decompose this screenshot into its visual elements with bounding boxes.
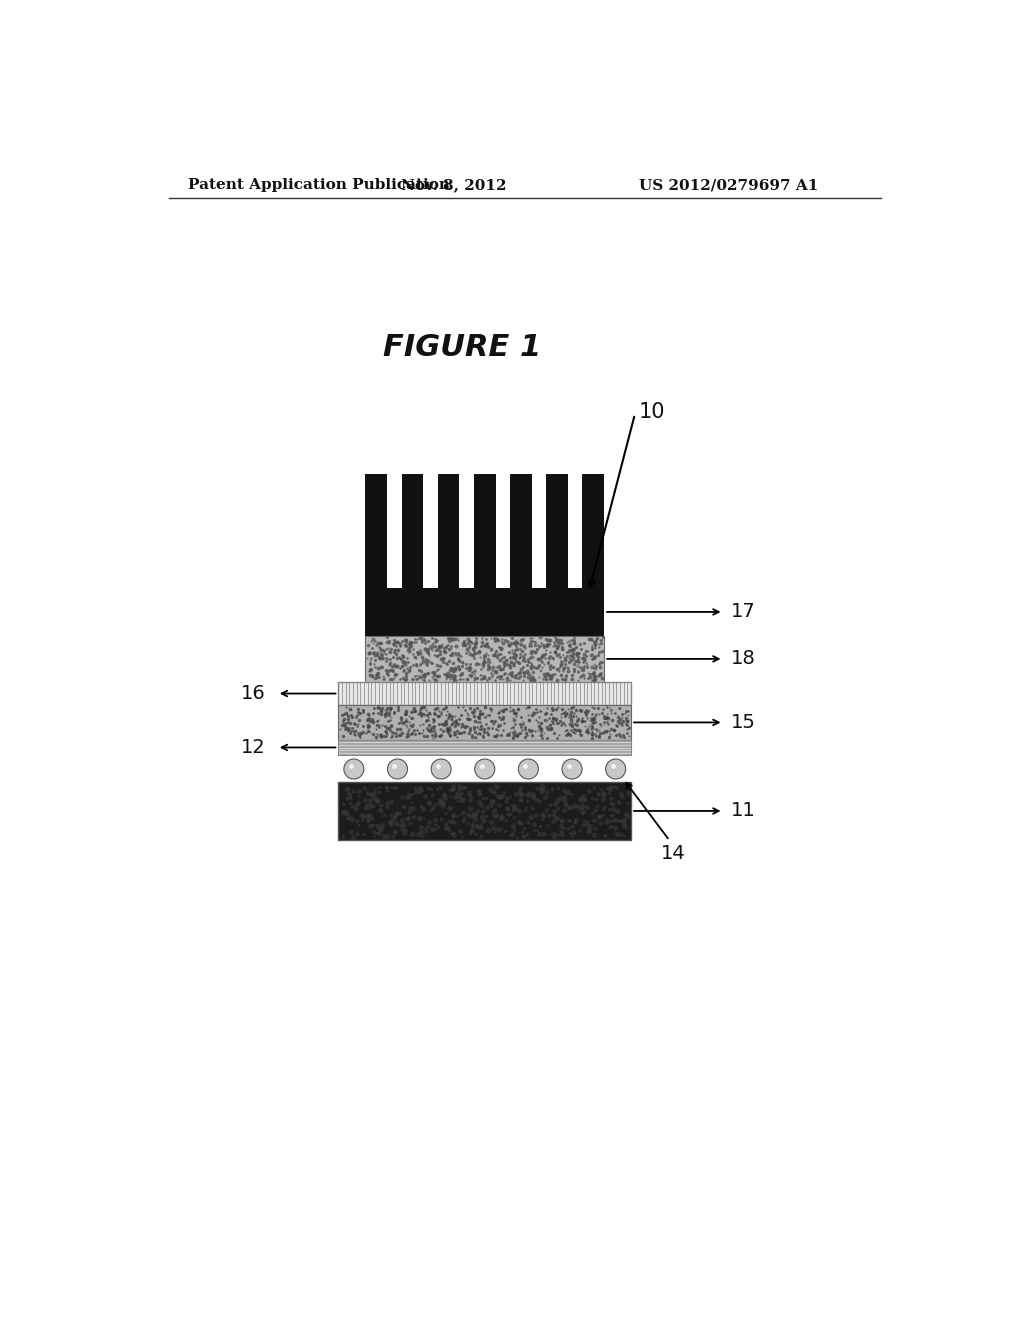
Text: Nov. 8, 2012: Nov. 8, 2012 [401, 178, 507, 193]
Bar [339, 739, 631, 755]
Bar [510, 474, 531, 590]
Text: 14: 14 [662, 845, 686, 863]
Circle shape [518, 759, 539, 779]
Text: 18: 18 [731, 649, 756, 668]
Text: FIGURE 1: FIGURE 1 [383, 333, 541, 362]
Text: 12: 12 [241, 738, 265, 756]
Bar [583, 474, 604, 590]
Bar [401, 474, 423, 590]
Text: Patent Application Publication: Patent Application Publication [188, 178, 451, 193]
Text: 17: 17 [731, 602, 756, 622]
Text: US 2012/0279697 A1: US 2012/0279697 A1 [639, 178, 818, 193]
Circle shape [475, 759, 495, 779]
Circle shape [344, 759, 364, 779]
Text: 10: 10 [639, 403, 666, 422]
Bar [366, 589, 604, 636]
Text: 15: 15 [731, 713, 756, 731]
Bar [474, 474, 496, 590]
Text: 16: 16 [241, 684, 265, 704]
Bar [339, 781, 631, 840]
Circle shape [562, 759, 582, 779]
Circle shape [387, 759, 408, 779]
Circle shape [431, 759, 452, 779]
Bar [366, 636, 604, 682]
Text: 11: 11 [731, 801, 756, 821]
Bar [339, 705, 631, 739]
Circle shape [605, 759, 626, 779]
Bar [437, 474, 460, 590]
Bar [546, 474, 568, 590]
Bar [339, 682, 631, 705]
Bar [366, 474, 387, 590]
